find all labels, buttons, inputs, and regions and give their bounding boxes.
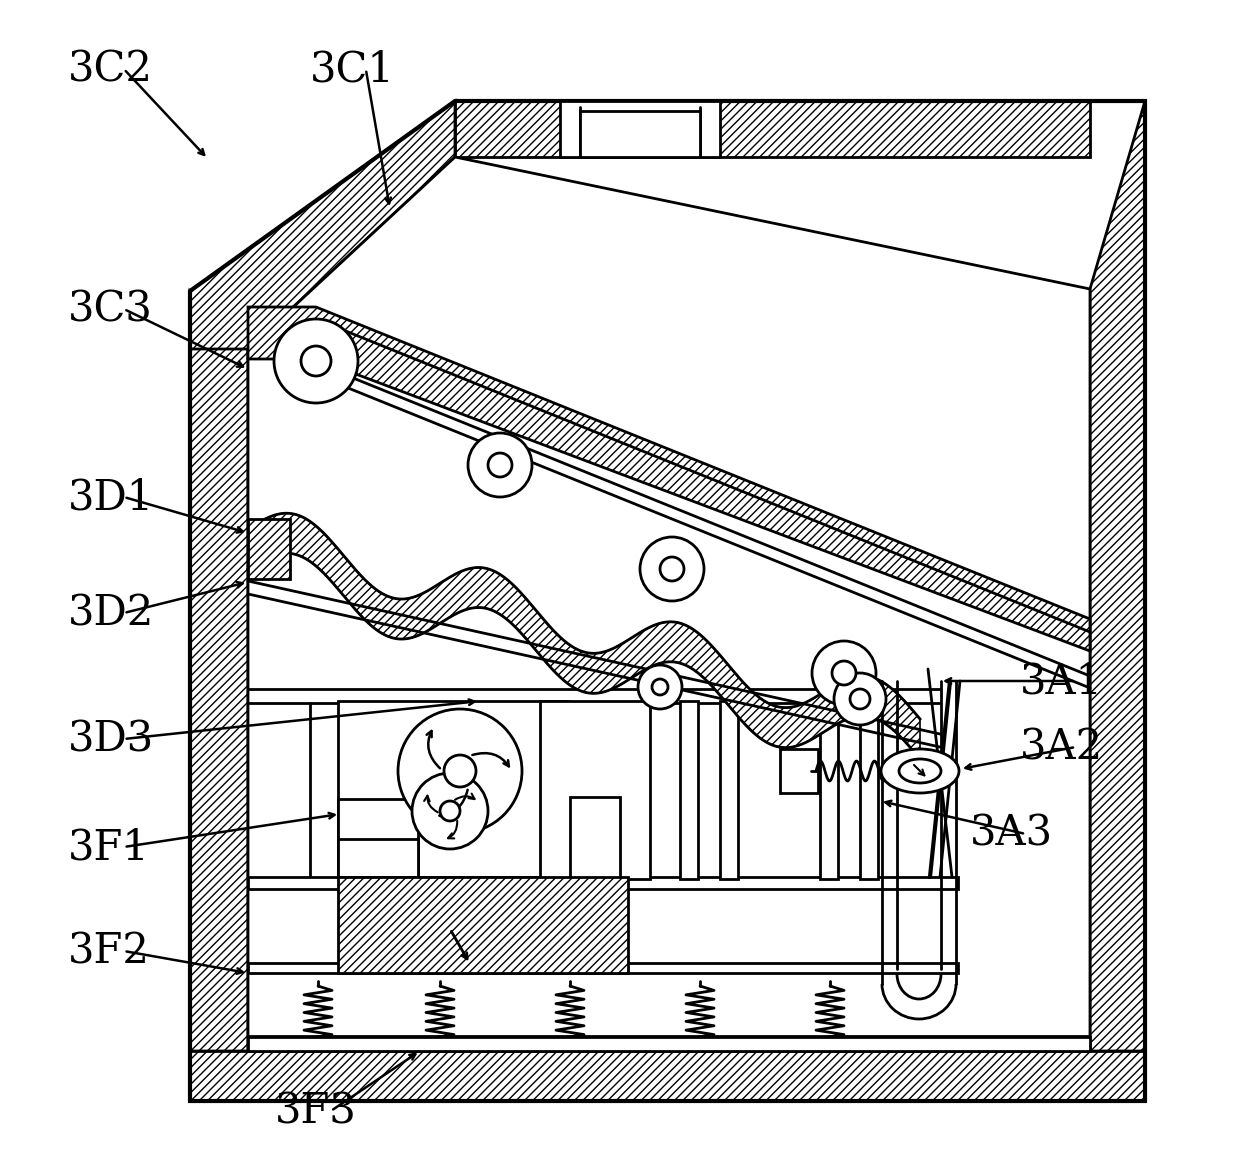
Polygon shape: [248, 307, 1090, 651]
Bar: [339, 701, 568, 879]
Polygon shape: [190, 291, 248, 1051]
Circle shape: [412, 773, 489, 849]
Circle shape: [301, 346, 331, 376]
Text: 3D3: 3D3: [68, 718, 154, 760]
Bar: [680, 701, 698, 879]
Polygon shape: [248, 157, 1090, 1051]
Text: 3C3: 3C3: [68, 288, 153, 330]
Bar: [539, 701, 650, 879]
Bar: [339, 798, 418, 879]
Bar: [339, 839, 418, 879]
Circle shape: [489, 454, 512, 477]
Text: 3A3: 3A3: [970, 812, 1053, 855]
Circle shape: [812, 641, 875, 705]
Circle shape: [440, 801, 460, 821]
Bar: [861, 701, 878, 879]
Text: 3F2: 3F2: [68, 931, 150, 971]
Circle shape: [639, 665, 682, 710]
Bar: [570, 797, 620, 879]
Circle shape: [849, 689, 870, 710]
Text: 3D2: 3D2: [68, 592, 154, 634]
Circle shape: [652, 679, 668, 696]
Circle shape: [444, 755, 476, 787]
Polygon shape: [455, 101, 1090, 157]
Bar: [780, 749, 818, 793]
Polygon shape: [1090, 101, 1145, 1051]
Text: 3C2: 3C2: [68, 48, 153, 90]
Circle shape: [835, 673, 887, 725]
Bar: [248, 963, 959, 973]
Polygon shape: [248, 513, 920, 759]
Bar: [720, 701, 738, 879]
Circle shape: [398, 710, 522, 833]
Bar: [248, 1037, 1090, 1051]
Bar: [248, 877, 959, 888]
Text: 3F3: 3F3: [275, 1090, 357, 1132]
Circle shape: [832, 660, 856, 685]
Polygon shape: [190, 101, 455, 350]
Bar: [820, 701, 838, 879]
Polygon shape: [248, 519, 290, 579]
Ellipse shape: [899, 759, 941, 783]
Circle shape: [467, 433, 532, 497]
Text: 3D1: 3D1: [68, 476, 154, 518]
Text: 3A1: 3A1: [1021, 660, 1104, 703]
Bar: [560, 101, 720, 157]
Bar: [580, 111, 701, 157]
Bar: [339, 877, 627, 973]
Circle shape: [274, 319, 358, 403]
Text: 3F1: 3F1: [68, 826, 150, 869]
Ellipse shape: [880, 749, 959, 793]
Circle shape: [640, 537, 704, 601]
Circle shape: [660, 556, 684, 581]
Text: 3C1: 3C1: [310, 48, 394, 90]
Text: 3A2: 3A2: [1021, 726, 1104, 768]
Polygon shape: [190, 1051, 1145, 1101]
